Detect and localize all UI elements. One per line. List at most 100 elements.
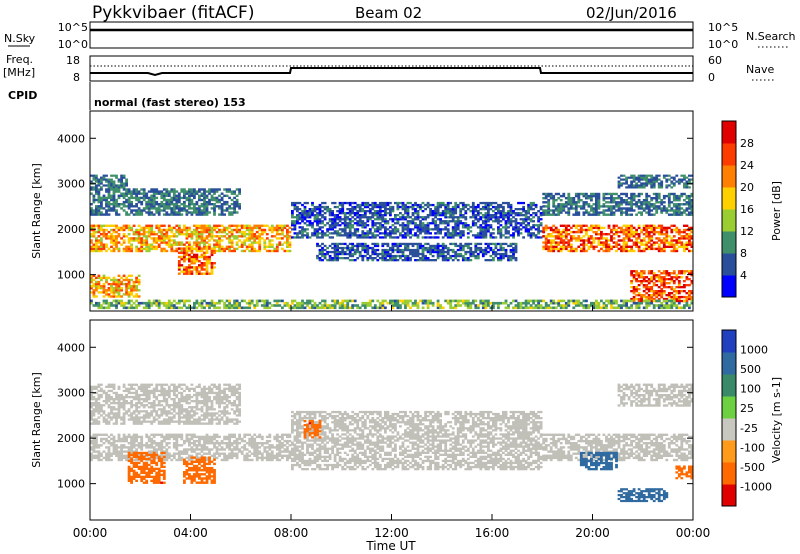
- heatmap-cell: [348, 232, 352, 235]
- heatmap-cell: [328, 214, 332, 217]
- heatmap-cell: [582, 235, 586, 238]
- heatmap-cell: [632, 209, 636, 212]
- heatmap-cell: [532, 201, 535, 205]
- heatmap-cell: [157, 235, 161, 238]
- heatmap-cell: [640, 239, 643, 242]
- heatmap-cell: [346, 208, 350, 211]
- heatmap-cell: [361, 244, 365, 248]
- heatmap-cell: [107, 192, 111, 195]
- heatmap-cell: [130, 194, 133, 197]
- heatmap-cell: [652, 243, 656, 246]
- heatmap-cell: [622, 241, 626, 244]
- heatmap-cell: [378, 304, 382, 307]
- heatmap-cell: [346, 301, 350, 305]
- heatmap-cell: [363, 226, 367, 229]
- heatmap-cell: [436, 226, 440, 229]
- heatmap-cell: [454, 234, 458, 237]
- heatmap-cell: [479, 226, 483, 229]
- heatmap-cell: [620, 197, 623, 200]
- heatmap-cell: [690, 241, 694, 244]
- heatmap-cell: [185, 196, 189, 200]
- heatmap-cell: [635, 203, 638, 206]
- heatmap-cell: [637, 199, 641, 202]
- freq-label-line2: [MHz]: [3, 66, 35, 79]
- heatmap-cell: [105, 196, 108, 200]
- heatmap-cell: [150, 194, 154, 197]
- heatmap-cell: [147, 198, 151, 202]
- heatmap-cell: [147, 203, 151, 206]
- heatmap-cell: [177, 211, 181, 214]
- heatmap-cell: [670, 249, 674, 253]
- heatmap-cell: [240, 233, 244, 236]
- heatmap-cell: [567, 249, 571, 253]
- heatmap-cell: [115, 211, 118, 214]
- heatmap-cell: [660, 294, 664, 297]
- heatmap-cell: [185, 209, 189, 212]
- heatmap-cell: [615, 197, 618, 200]
- heatmap-cell: [441, 242, 445, 246]
- heatmap-cell: [306, 234, 309, 237]
- heatmap-cell: [401, 234, 405, 237]
- heatmap-cell: [120, 203, 123, 206]
- heatmap-cell: [203, 264, 206, 267]
- heatmap-cell: [547, 207, 551, 210]
- heatmap-cell: [517, 234, 520, 237]
- heatmap-cell: [436, 208, 440, 211]
- heatmap-cell: [195, 306, 199, 310]
- heatmap-cell: [316, 306, 319, 310]
- heatmap-cell: [630, 182, 633, 185]
- heatmap-cell: [414, 210, 417, 213]
- heatmap-cell: [323, 248, 327, 252]
- heatmap-cell: [585, 224, 588, 227]
- heatmap-cell: [306, 212, 309, 215]
- heatmap-cell: [162, 213, 166, 216]
- heatmap-cell: [688, 270, 691, 273]
- heatmap-cell: [343, 228, 347, 231]
- heatmap-cell: [170, 200, 174, 204]
- heatmap-cell: [378, 252, 382, 256]
- heatmap-cell: [162, 205, 166, 208]
- heatmap-cell: [298, 212, 302, 215]
- heatmap-cell: [225, 226, 229, 230]
- heatmap-cell: [135, 213, 138, 216]
- heatmap-cell: [198, 209, 201, 212]
- heatmap-cell: [132, 209, 136, 212]
- heatmap-cell: [286, 230, 289, 234]
- heatmap-cell: [577, 224, 581, 227]
- heatmap-cell: [112, 194, 116, 197]
- heatmap-cell: [296, 301, 299, 305]
- heatmap-cell: [135, 249, 138, 253]
- heatmap-cell: [145, 194, 149, 197]
- heatmap-cell: [150, 245, 154, 248]
- heatmap-cell: [343, 226, 347, 229]
- heatmap-cell: [155, 233, 159, 236]
- heatmap-cell: [642, 247, 646, 251]
- heatmap-cell: [587, 241, 591, 244]
- heatmap-cell: [296, 205, 299, 209]
- heatmap-cell: [537, 304, 540, 307]
- heatmap-cell: [529, 205, 533, 209]
- heatmap-cell: [167, 237, 171, 240]
- heatmap-cell: [356, 203, 360, 207]
- heatmap-cell: [492, 216, 495, 219]
- heatmap-cell: [499, 301, 503, 305]
- heatmap-cell: [203, 200, 206, 204]
- heatmap-cell: [509, 222, 513, 225]
- heatmap-cell: [504, 301, 508, 305]
- heatmap-cell: [293, 226, 297, 229]
- heatmap-cell: [683, 199, 686, 202]
- heatmap-cell: [451, 226, 455, 229]
- heatmap-cell: [391, 306, 395, 310]
- heatmap-cell: [680, 230, 684, 234]
- heatmap-cell: [127, 301, 131, 305]
- heatmap-cell: [426, 228, 430, 231]
- heatmap-cell: [406, 205, 410, 209]
- heatmap-cell: [499, 230, 503, 233]
- heatmap-cell: [421, 244, 425, 248]
- heatmap-cell: [549, 247, 553, 251]
- heatmap-cell: [499, 216, 503, 219]
- heatmap-cell: [198, 301, 201, 305]
- heatmap-cell: [489, 236, 493, 239]
- heatmap-cell: [233, 209, 236, 212]
- heatmap-cell: [233, 235, 236, 238]
